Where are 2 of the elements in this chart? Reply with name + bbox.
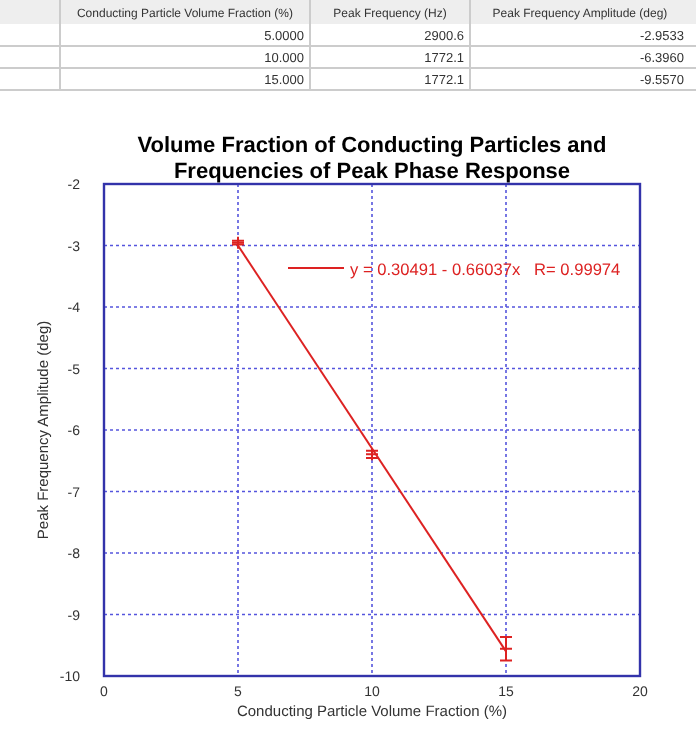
chart-title: Volume Fraction of Conducting Particles and Frequencies of Peak Phase Response xyxy=(137,134,607,184)
legend-label: y = 0.30491 - 0.66037x R= 0.99974 xyxy=(350,259,622,279)
